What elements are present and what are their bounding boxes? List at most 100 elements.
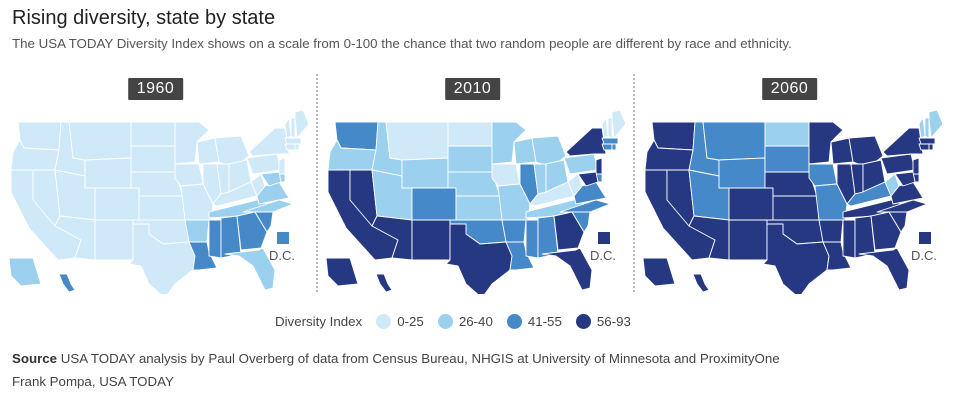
state-pa — [880, 153, 916, 175]
year-label: 2010 — [444, 78, 501, 100]
state-wv — [884, 173, 900, 197]
state-ak — [8, 257, 42, 287]
source-label: Source — [12, 351, 58, 366]
state-hi — [375, 273, 393, 293]
state-fl — [224, 247, 276, 291]
dc-label: D.C. — [911, 248, 937, 263]
state-ga — [870, 211, 902, 251]
panel-divider — [633, 74, 635, 292]
state-sd — [764, 145, 810, 173]
state-ak — [642, 257, 676, 287]
state-pa — [246, 153, 282, 175]
state-ny — [882, 127, 924, 157]
legend-swatch — [575, 314, 591, 329]
state-co — [411, 187, 457, 221]
state-ks — [138, 195, 186, 221]
state-nh — [924, 117, 930, 139]
legend-swatch — [376, 314, 392, 329]
state-ri — [611, 143, 617, 151]
legend-label: 26-40 — [458, 314, 493, 329]
legend-label: 56-93 — [596, 314, 631, 329]
state-sd — [447, 145, 493, 173]
state-co — [728, 187, 774, 221]
state-ma — [284, 137, 302, 145]
state-ms — [525, 219, 539, 259]
state-mt — [68, 121, 132, 161]
source-note: Source USA TODAY analysis by Paul Overbe… — [12, 351, 780, 366]
state-ct — [601, 143, 613, 151]
state-mi — [531, 135, 567, 165]
state-ia — [174, 163, 204, 187]
state-tx — [128, 223, 196, 294]
state-ny — [565, 127, 607, 157]
legend-swatch — [437, 314, 453, 329]
state-nd — [130, 121, 176, 147]
dc-swatch — [598, 232, 610, 244]
us-map-2010 — [325, 109, 625, 294]
state-wv — [567, 173, 583, 197]
state-ar — [184, 219, 210, 243]
state-ks — [455, 195, 503, 221]
state-mi — [214, 135, 250, 165]
state-mt — [702, 121, 766, 161]
dc-label: D.C. — [269, 248, 295, 263]
state-ky — [212, 181, 258, 207]
state-fl — [858, 247, 910, 291]
state-la — [822, 241, 852, 271]
legend-item: 0-25 — [376, 314, 424, 329]
state-ms — [208, 219, 222, 259]
state-ma — [601, 137, 619, 145]
legend-item: 56-93 — [575, 314, 631, 329]
year-label: 2060 — [761, 78, 818, 100]
map-panel-2010: 2010 D.C. — [320, 72, 625, 294]
state-ga — [236, 211, 268, 251]
legend-title: Diversity Index — [275, 314, 363, 329]
chart-subtitle: The USA TODAY Diversity Index shows on a… — [12, 36, 792, 51]
state-nc — [242, 199, 294, 213]
chart-title: Rising diversity, state by state — [12, 7, 276, 29]
state-wa — [17, 121, 62, 151]
state-me — [294, 109, 308, 139]
state-ny — [248, 127, 290, 157]
state-ak — [325, 257, 359, 287]
state-nc — [559, 199, 611, 213]
state-pa — [563, 153, 599, 175]
state-nh — [290, 117, 296, 139]
state-nm — [411, 219, 451, 261]
us-map-1960 — [8, 109, 308, 294]
state-mt — [385, 121, 449, 161]
state-wa — [334, 121, 379, 151]
source-text: USA TODAY analysis by Paul Overberg of d… — [60, 351, 780, 366]
year-label: 1960 — [127, 78, 184, 100]
state-md — [260, 171, 282, 187]
legend-swatch — [506, 314, 522, 329]
state-me — [928, 109, 942, 139]
state-ky — [846, 181, 892, 207]
state-la — [505, 241, 535, 271]
map-panel-1960: 1960 D.C. — [3, 72, 308, 294]
state-wy — [84, 157, 132, 189]
legend-item: 41-55 — [506, 314, 562, 329]
dc-swatch — [277, 232, 289, 244]
state-tx — [445, 223, 513, 294]
dc-label: D.C. — [590, 248, 616, 263]
state-ia — [808, 163, 838, 187]
us-map-2060 — [642, 109, 942, 294]
state-hi — [58, 273, 76, 293]
state-ar — [501, 219, 527, 243]
state-nd — [447, 121, 493, 147]
state-hi — [692, 273, 710, 293]
state-ms — [842, 219, 856, 259]
state-tx — [762, 223, 830, 294]
state-co — [94, 187, 140, 221]
state-ga — [553, 211, 585, 251]
state-la — [188, 241, 218, 271]
state-wy — [401, 157, 449, 189]
state-md — [894, 171, 916, 187]
state-nh — [607, 117, 613, 139]
state-md — [577, 171, 599, 187]
state-ri — [928, 143, 934, 151]
legend: Diversity Index 0-25 26-40 41-55 56-93 — [275, 314, 645, 329]
state-fl — [541, 247, 593, 291]
legend-item: 26-40 — [437, 314, 493, 329]
